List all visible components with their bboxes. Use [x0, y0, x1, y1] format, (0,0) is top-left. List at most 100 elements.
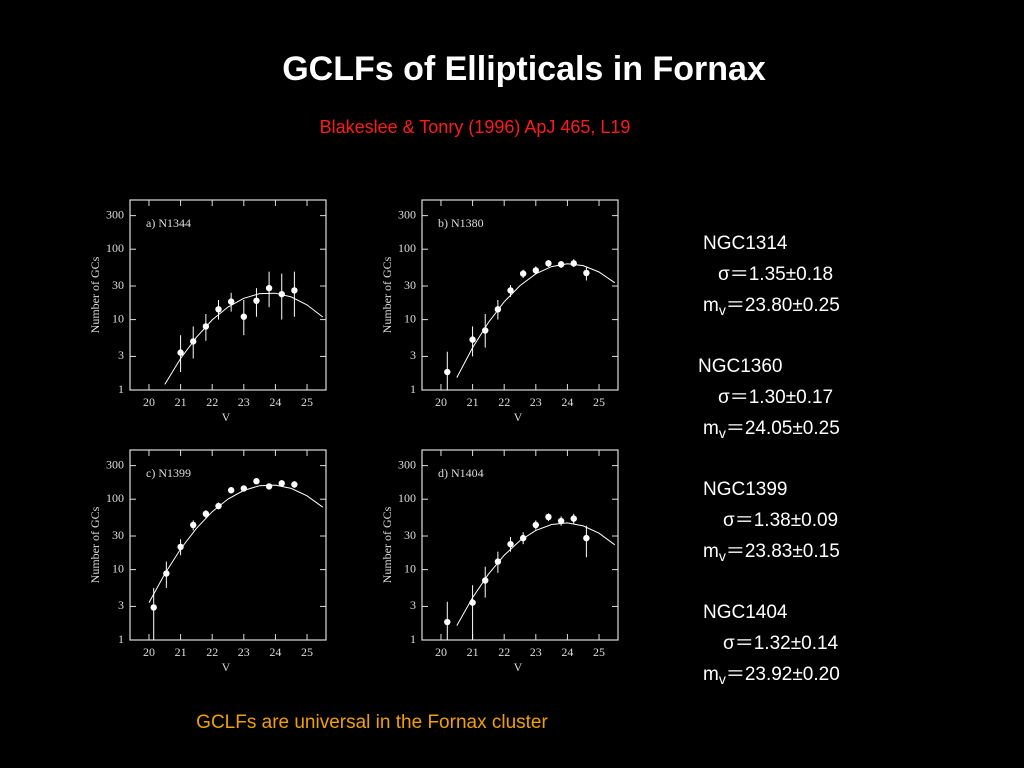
plot-frame [129, 449, 327, 641]
m-label: m [703, 664, 719, 685]
footer: GCLFs are universal in the Fornax cluste… [196, 712, 548, 733]
fit-curve [148, 484, 324, 603]
data-point [469, 336, 476, 343]
peak-magnitude: mv＝24.05±0.25 [703, 418, 840, 441]
galaxy-name: NGC1399 [703, 479, 788, 500]
m-value: ＝23.80±0.25 [726, 295, 840, 316]
x-axis-label: V [222, 410, 231, 424]
m-sub: v [719, 671, 726, 687]
data-point [570, 515, 577, 522]
fit-curve [164, 292, 324, 385]
y-tick-label: 1 [410, 632, 416, 646]
y-axis-label: Number of GCs [380, 256, 394, 333]
x-tick-label: 21 [467, 395, 479, 409]
x-tick-label: 20 [435, 645, 447, 659]
data-point [215, 502, 222, 510]
data-point [532, 267, 540, 274]
data-point [557, 261, 565, 268]
y-axis-label: Number of GCs [380, 506, 394, 583]
x-tick-label: 22 [498, 645, 510, 659]
data-point [278, 290, 285, 298]
sigma: σ＝1.38±0.09 [723, 510, 838, 531]
y-tick-label: 300 [106, 457, 124, 471]
data-point [545, 513, 552, 521]
data-point [570, 260, 577, 267]
y-tick-label: 1 [118, 382, 124, 396]
data-point [519, 534, 527, 542]
data-point [253, 478, 260, 485]
data-point [202, 510, 210, 518]
x-tick-label: 23 [530, 395, 542, 409]
data-point [519, 270, 527, 277]
x-tick-label: 23 [530, 645, 542, 659]
x-tick-label: 21 [175, 395, 187, 409]
peak-magnitude: mv＝23.83±0.15 [703, 541, 840, 564]
y-tick-label: 3 [410, 348, 416, 362]
y-tick-label: 1 [118, 632, 124, 646]
y-tick-label: 30 [112, 528, 124, 542]
m-value: ＝23.83±0.15 [726, 541, 840, 562]
m-label: m [703, 418, 719, 439]
y-tick-label: 100 [106, 491, 124, 505]
data-point [469, 599, 476, 606]
data-point [177, 543, 184, 551]
x-tick-label: 25 [301, 395, 313, 409]
data-point [190, 521, 197, 529]
data-point [163, 570, 170, 577]
peak-magnitude: mv＝23.80±0.25 [703, 295, 840, 318]
x-tick-label: 21 [175, 645, 187, 659]
galaxy-name: NGC1404 [703, 602, 788, 623]
y-tick-label: 100 [106, 241, 124, 255]
data-point [444, 618, 451, 626]
data-point [494, 558, 502, 565]
y-axis-label: Number of GCs [88, 506, 102, 583]
x-tick-label: 23 [238, 645, 250, 659]
y-tick-label: 30 [404, 278, 416, 292]
panel-label: b) N1380 [438, 216, 484, 230]
citation: Blakeslee & Tonry (1996) ApJ 465, L19 [320, 117, 631, 137]
data-point [240, 485, 248, 492]
m-label: m [703, 295, 719, 316]
plot-frame [421, 449, 619, 641]
data-point [507, 540, 514, 548]
sigma: σ＝1.35±0.18 [718, 264, 833, 285]
y-tick-label: 3 [118, 598, 124, 612]
x-axis-label: V [514, 410, 523, 424]
y-tick-label: 10 [404, 561, 416, 575]
x-axis-label: V [222, 660, 231, 674]
x-tick-label: 20 [143, 645, 155, 659]
peak-magnitude: mv＝23.92±0.20 [703, 664, 840, 687]
data-point [227, 487, 235, 494]
galaxy-name: NGC1314 [703, 233, 788, 254]
y-axis-label: Number of GCs [88, 256, 102, 333]
data-point [278, 480, 285, 487]
sigma: σ＝1.30±0.17 [718, 387, 833, 408]
data-point [583, 534, 590, 542]
data-point [532, 521, 540, 529]
x-tick-label: 25 [593, 395, 605, 409]
data-point [202, 323, 210, 330]
x-tick-label: 22 [206, 395, 218, 409]
x-tick-label: 20 [143, 395, 155, 409]
x-tick-label: 20 [435, 395, 447, 409]
y-tick-label: 100 [398, 491, 416, 505]
data-point [291, 287, 298, 294]
slide-title: GCLFs of Ellipticals in Fornax [282, 50, 766, 88]
data-point [482, 327, 489, 334]
data-point [444, 368, 451, 376]
x-axis-label: V [514, 660, 523, 674]
x-tick-label: 25 [593, 645, 605, 659]
x-tick-label: 23 [238, 395, 250, 409]
data-point [545, 260, 552, 267]
y-tick-label: 10 [112, 311, 124, 325]
y-tick-label: 10 [404, 311, 416, 325]
x-tick-label: 24 [269, 645, 281, 659]
y-tick-label: 300 [398, 207, 416, 221]
plot-frame [129, 199, 327, 391]
y-tick-label: 1 [410, 382, 416, 396]
data-point [253, 297, 260, 304]
y-tick-label: 10 [112, 561, 124, 575]
data-point [150, 604, 157, 611]
